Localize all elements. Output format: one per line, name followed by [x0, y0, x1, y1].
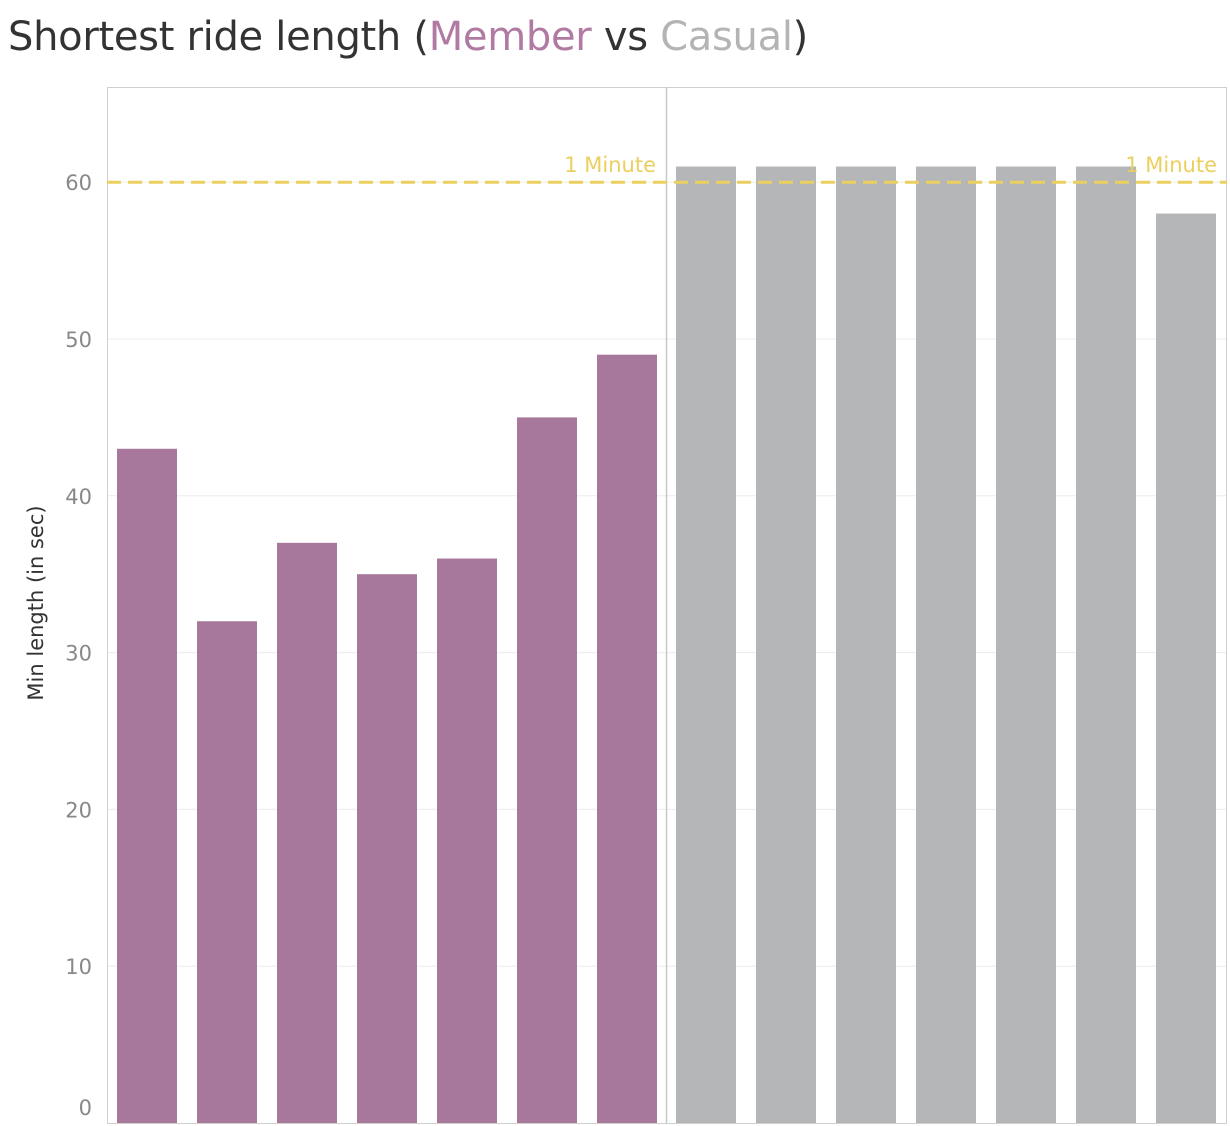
bar-casual-7: [1156, 213, 1216, 1123]
bar-casual-1: [676, 166, 736, 1123]
bar-casual-5: [996, 166, 1056, 1123]
title-prefix: Shortest ride length (: [8, 14, 429, 60]
title-casual: Casual: [660, 14, 793, 60]
bar-member-7: [597, 354, 657, 1123]
bar-casual-2: [756, 166, 816, 1123]
title-middle: vs: [591, 14, 661, 60]
bar-member-4: [357, 574, 417, 1123]
y-tick-label-0: 0: [79, 1096, 92, 1120]
bar-member-6: [517, 417, 577, 1123]
y-tick-label-60: 60: [65, 171, 92, 195]
reference-label-2: 1 Minute: [1125, 153, 1217, 177]
y-tick-label-40: 40: [65, 485, 92, 509]
bar-member-1: [117, 448, 177, 1123]
bar-member-3: [277, 542, 337, 1123]
y-tick-label-30: 30: [65, 642, 92, 666]
y-tick-label-10: 10: [65, 955, 92, 979]
bar-casual-3: [836, 166, 896, 1123]
title-suffix: ): [792, 14, 809, 60]
chart-title: Shortest ride length (Member vs Casual): [8, 14, 808, 60]
title-member: Member: [428, 14, 592, 60]
bar-member-5: [437, 558, 497, 1123]
y-axis-title: Min length (in sec): [24, 505, 48, 700]
reference-label-1: 1 Minute: [564, 153, 656, 177]
bar-casual-6: [1076, 166, 1136, 1123]
y-tick-label-50: 50: [65, 328, 92, 352]
y-tick-label-20: 20: [65, 798, 92, 822]
bar-member-2: [197, 621, 257, 1123]
bar-casual-4: [916, 166, 976, 1123]
